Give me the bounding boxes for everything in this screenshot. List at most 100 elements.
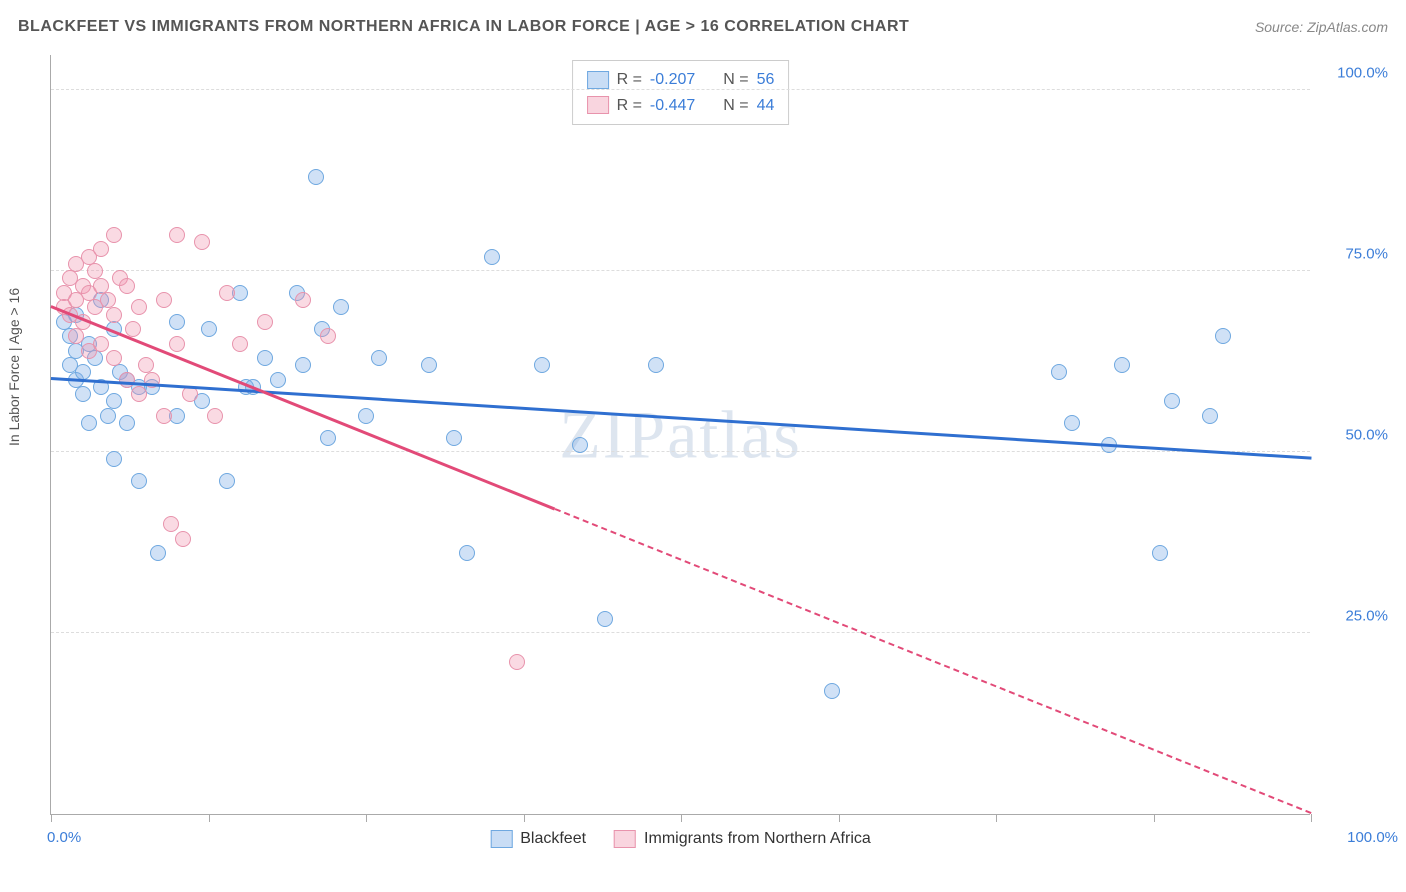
watermark: ZIPatlas (559, 395, 802, 474)
legend-correlation-box: R =-0.207N =56R =-0.447N =44 (572, 60, 790, 125)
data-point (194, 234, 210, 250)
data-point (257, 350, 273, 366)
data-point (320, 328, 336, 344)
data-point (81, 415, 97, 431)
x-tick (209, 814, 210, 822)
r-label: R = (617, 93, 642, 119)
gridline-h (51, 451, 1310, 452)
data-point (169, 314, 185, 330)
x-axis-min-label: 0.0% (47, 829, 81, 846)
data-point (597, 611, 613, 627)
data-point (484, 249, 500, 265)
y-tick-label: 50.0% (1345, 427, 1388, 444)
data-point (421, 357, 437, 373)
y-tick-label: 75.0% (1345, 246, 1388, 263)
legend-swatch (587, 96, 609, 114)
n-value: 44 (757, 93, 775, 119)
data-point (106, 227, 122, 243)
chart-title: BLACKFEET VS IMMIGRANTS FROM NORTHERN AF… (18, 18, 909, 36)
data-point (201, 321, 217, 337)
data-point (320, 430, 336, 446)
legend-swatch (490, 830, 512, 848)
x-axis-max-label: 100.0% (1347, 829, 1398, 846)
data-point (509, 654, 525, 670)
data-point (131, 299, 147, 315)
data-point (1215, 328, 1231, 344)
x-tick (366, 814, 367, 822)
trend-line (51, 305, 556, 510)
data-point (156, 408, 172, 424)
data-point (1152, 545, 1168, 561)
x-tick (681, 814, 682, 822)
data-point (572, 437, 588, 453)
data-point (824, 683, 840, 699)
title-bar: BLACKFEET VS IMMIGRANTS FROM NORTHERN AF… (18, 18, 1388, 36)
data-point (257, 314, 273, 330)
y-tick-label: 25.0% (1345, 608, 1388, 625)
data-point (534, 357, 550, 373)
data-point (333, 299, 349, 315)
data-point (131, 473, 147, 489)
data-point (169, 336, 185, 352)
data-point (1164, 393, 1180, 409)
data-point (119, 278, 135, 294)
source-label: Source: ZipAtlas.com (1255, 19, 1388, 35)
legend-label: Blackfeet (520, 830, 586, 848)
data-point (150, 545, 166, 561)
data-point (106, 393, 122, 409)
data-point (163, 516, 179, 532)
legend-swatch (587, 71, 609, 89)
data-point (131, 386, 147, 402)
data-point (156, 292, 172, 308)
data-point (100, 408, 116, 424)
data-point (270, 372, 286, 388)
x-tick (51, 814, 52, 822)
data-point (119, 372, 135, 388)
data-point (75, 386, 91, 402)
data-point (106, 350, 122, 366)
legend-swatch (614, 830, 636, 848)
data-point (93, 241, 109, 257)
trend-line-extrapolated (555, 508, 1312, 814)
data-point (219, 473, 235, 489)
data-point (1051, 364, 1067, 380)
data-point (119, 415, 135, 431)
data-point (1064, 415, 1080, 431)
x-tick (524, 814, 525, 822)
data-point (295, 292, 311, 308)
data-point (648, 357, 664, 373)
x-tick (1311, 814, 1312, 822)
r-value: -0.447 (650, 93, 695, 119)
data-point (232, 336, 248, 352)
data-point (219, 285, 235, 301)
gridline-h (51, 632, 1310, 633)
data-point (1202, 408, 1218, 424)
data-point (169, 227, 185, 243)
data-point (358, 408, 374, 424)
data-point (295, 357, 311, 373)
legend-label: Immigrants from Northern Africa (644, 830, 871, 848)
y-tick-label: 100.0% (1337, 65, 1388, 82)
data-point (68, 328, 84, 344)
gridline-h (51, 270, 1310, 271)
gridline-h (51, 89, 1310, 90)
data-point (207, 408, 223, 424)
data-point (106, 307, 122, 323)
data-point (1114, 357, 1130, 373)
data-point (459, 545, 475, 561)
plot-area: ZIPatlas R =-0.207N =56R =-0.447N =44 Bl… (50, 55, 1310, 815)
legend-stat-row: R = -0.447 N = 44 (587, 93, 775, 119)
data-point (106, 451, 122, 467)
x-tick (839, 814, 840, 822)
trend-line (51, 377, 1311, 459)
n-label: N = (723, 93, 748, 119)
data-point (175, 531, 191, 547)
legend-item: Immigrants from Northern Africa (614, 830, 871, 848)
x-tick (1154, 814, 1155, 822)
data-point (93, 336, 109, 352)
data-point (371, 350, 387, 366)
data-point (308, 169, 324, 185)
x-tick (996, 814, 997, 822)
legend-item: Blackfeet (490, 830, 586, 848)
legend-series: Blackfeet Immigrants from Northern Africa (490, 830, 871, 848)
